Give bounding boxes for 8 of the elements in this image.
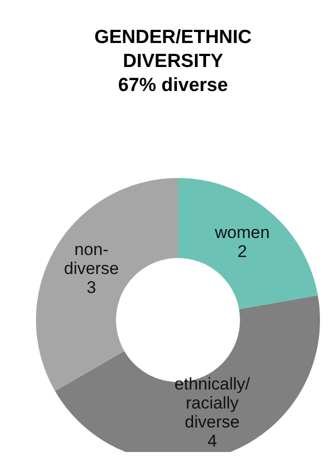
chart-title: GENDER/ETHNIC DIVERSITY xyxy=(93,26,253,74)
data-label: 3 xyxy=(86,278,96,298)
slice-label: women xyxy=(214,223,270,242)
data-label: 4 xyxy=(207,432,217,451)
chart-subtitle: 67% diverse xyxy=(117,74,229,98)
data-label: 2 xyxy=(238,242,248,262)
slice-label: non-diverse xyxy=(64,240,119,278)
slice-label: ethnically/racially diverse xyxy=(174,374,250,432)
